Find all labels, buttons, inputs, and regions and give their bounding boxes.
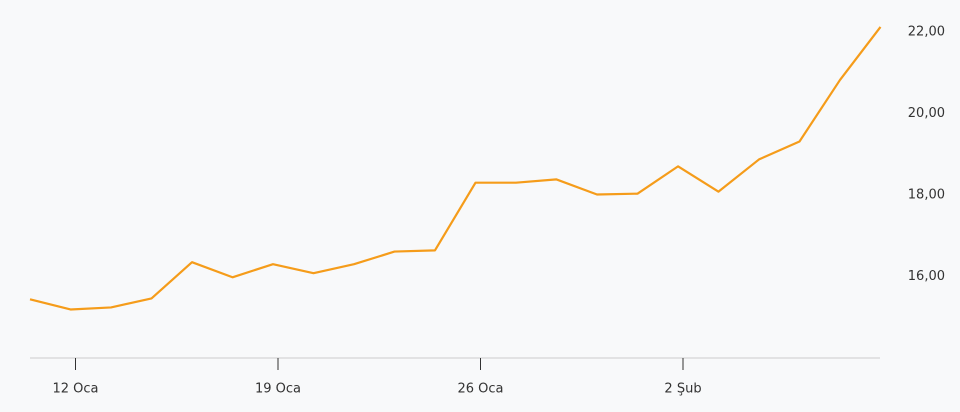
x-tick-label: 26 Oca (457, 382, 503, 397)
x-tick-label: 19 Oca (255, 382, 301, 397)
y-tick-label: 16,00 (908, 269, 945, 284)
y-tick-label: 22,00 (908, 24, 945, 39)
x-tick-label: 2 Şub (664, 382, 701, 397)
line (29, 26, 882, 311)
y-tick-label: 18,00 (908, 187, 945, 202)
x-tick-label: 12 Oca (52, 382, 98, 397)
y-tick-label: 20,00 (908, 106, 945, 121)
